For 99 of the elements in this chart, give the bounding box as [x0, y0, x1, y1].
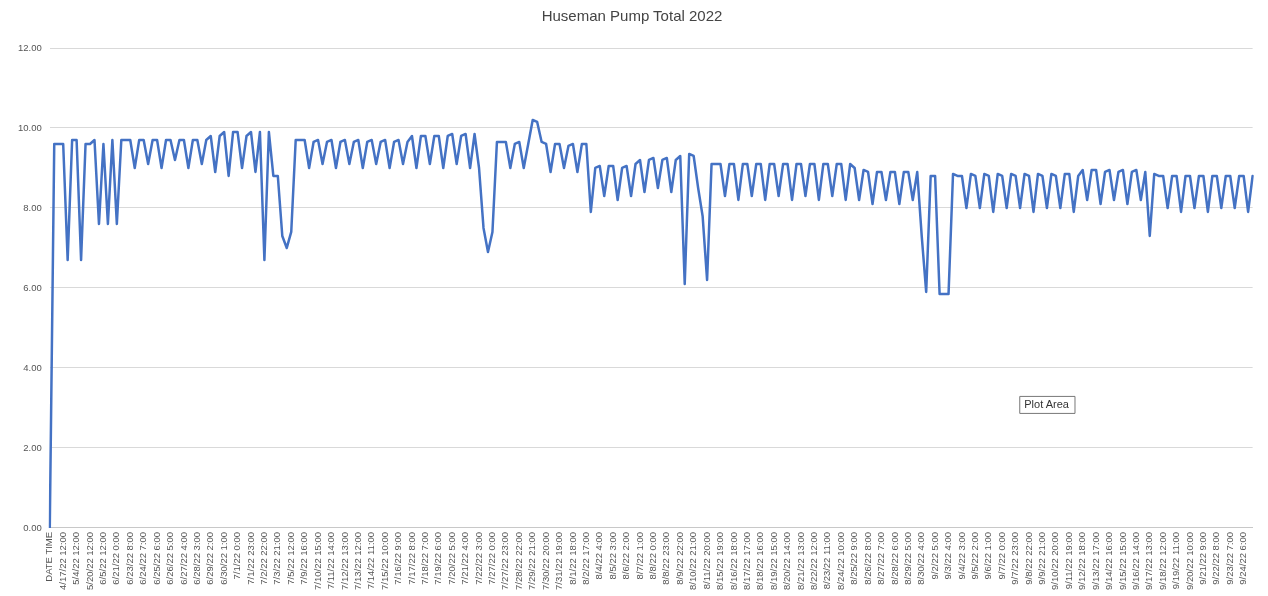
x-tick-label: 6/28/22 3:00 — [190, 531, 202, 585]
x-tick-label: 8/27/22 7:00 — [875, 531, 887, 585]
x-tick-label: 7/10/22 15:00 — [311, 531, 323, 590]
x-tick-label: 7/30/22 20:00 — [539, 531, 551, 590]
x-tick-label: 9/10/22 20:00 — [1049, 531, 1061, 590]
x-tick-label: 8/9/22 22:00 — [673, 531, 685, 585]
x-tick-label: 7/1/22 23:00 — [244, 531, 256, 585]
x-tick-label: 7/19/22 6:00 — [432, 531, 444, 585]
x-tick-label: 7/18/22 7:00 — [419, 531, 430, 585]
x-tick-label: 8/22/22 12:00 — [808, 531, 820, 590]
y-tick-label: 4.00 — [23, 361, 42, 373]
y-tick-label: 2.00 — [23, 441, 42, 453]
x-tick-label: 8/18/22 16:00 — [754, 531, 766, 590]
x-tick-label: 8/20/22 14:00 — [781, 531, 793, 590]
x-tick-label: 9/17/22 13:00 — [1143, 531, 1155, 590]
x-tick-label: 6/29/22 2:00 — [204, 531, 216, 585]
x-tick-label: 8/29/22 5:00 — [901, 531, 913, 585]
x-tick-label: 7/20/22 5:00 — [445, 531, 457, 585]
x-tick-label: 9/7/22 0:00 — [995, 531, 1007, 580]
x-tick-label: 8/6/22 2:00 — [620, 531, 632, 580]
x-tick-label: 8/17/22 17:00 — [740, 531, 752, 590]
x-tick-label: 8/8/22 0:00 — [647, 531, 659, 580]
x-tick-label: 7/13/22 12:00 — [351, 531, 363, 590]
x-tick-label: 7/27/22 23:00 — [499, 531, 511, 590]
x-tick-label: 7/16/22 9:00 — [392, 531, 404, 585]
x-tick-label: 5/4/22 12:00 — [70, 531, 82, 585]
x-tick-label: 6/26/22 5:00 — [164, 531, 176, 585]
x-tick-label: 7/9/22 16:00 — [298, 531, 310, 585]
x-tick-label: 8/2/22 17:00 — [579, 531, 591, 585]
x-tick-label: 6/27/22 4:00 — [177, 531, 189, 585]
x-tick-label: 8/19/22 15:00 — [767, 531, 779, 590]
x-tick-label: 9/24/22 6:00 — [1237, 531, 1249, 585]
x-tick-label: 7/14/22 11:00 — [365, 531, 377, 590]
x-tick-label: 9/18/22 12:00 — [1156, 531, 1168, 590]
x-tick-label: 9/12/22 18:00 — [1076, 531, 1088, 590]
x-tick-label: 8/16/22 18:00 — [727, 531, 739, 590]
x-tick-label: 8/21/22 13:00 — [794, 531, 806, 590]
x-tick-label: 9/4/22 3:00 — [955, 531, 967, 580]
x-tick-label: 8/24/22 10:00 — [834, 531, 846, 590]
x-tick-label: 7/3/22 21:00 — [271, 531, 283, 585]
annotation: Plot Area — [1024, 397, 1070, 410]
x-tick-label: 8/10/22 21:00 — [687, 531, 699, 590]
y-tick-label: 8.00 — [23, 201, 42, 213]
x-tick-label: 7/2/22 22:00 — [258, 531, 270, 585]
x-tick-label: 8/15/22 19:00 — [714, 531, 726, 590]
x-tick-label: 8/4/22 4:00 — [593, 531, 605, 580]
x-tick-label: 9/20/22 10:00 — [1183, 531, 1195, 590]
x-tick-label: 9/16/22 14:00 — [1129, 531, 1141, 590]
chart-title: Huseman Pump Total 2022 — [541, 7, 723, 25]
x-tick-label: 8/25/22 9:00 — [848, 531, 860, 585]
y-tick-label: 10.00 — [17, 121, 42, 133]
x-tick-label: 7/5/22 12:00 — [284, 531, 296, 585]
x-tick-label: 8/8/22 23:00 — [660, 531, 672, 585]
x-tick-label: 5/20/22 12:00 — [83, 531, 95, 590]
x-tick-label: 4/17/22 12:00 — [56, 531, 68, 590]
x-tick-label: 9/23/22 7:00 — [1223, 531, 1235, 585]
x-tick-label: 7/31/22 19:00 — [553, 531, 565, 590]
x-tick-label: 9/13/22 17:00 — [1089, 531, 1101, 590]
y-tick-label: 12.00 — [17, 41, 42, 53]
x-tick-label: 8/5/22 3:00 — [606, 531, 618, 580]
x-tick-label: 7/27/22 0:00 — [486, 531, 498, 585]
x-tick-label: 9/2/22 5:00 — [928, 531, 940, 580]
x-tick-label: 9/3/22 4:00 — [942, 531, 954, 580]
x-tick-label: 7/17/22 8:00 — [405, 531, 417, 585]
x-tick-label: 8/30/22 4:00 — [915, 531, 927, 585]
x-tick-label: 8/11/22 20:00 — [700, 531, 712, 590]
x-tick-label: 7/15/22 10:00 — [378, 531, 390, 590]
x-tick-label: 6/21/22 0:00 — [110, 531, 122, 585]
x-tick-label: 7/12/22 13:00 — [338, 531, 350, 590]
x-tick-label: 9/22/22 8:00 — [1210, 531, 1222, 585]
x-tick-label: 9/9/22 21:00 — [1036, 531, 1048, 585]
x-tick-label: 7/1/22 0:00 — [231, 531, 243, 580]
y-tick-label: 6.00 — [23, 281, 42, 293]
x-tick-label: 9/15/22 15:00 — [1116, 531, 1128, 590]
x-tick-label: 6/24/22 7:00 — [137, 531, 149, 585]
x-tick-label: 8/7/22 1:00 — [633, 531, 645, 580]
x-tick-label: 8/28/22 6:00 — [888, 531, 900, 585]
x-tick-label: 9/21/22 9:00 — [1197, 531, 1209, 585]
x-tick-label: 9/7/22 23:00 — [1009, 531, 1021, 585]
x-tick-label: 9/19/22 11:00 — [1170, 531, 1182, 590]
y-tick-label: 0.00 — [23, 521, 42, 533]
x-tick-label: 9/6/22 1:00 — [982, 531, 994, 580]
x-tick-label: 7/21/22 4:00 — [459, 531, 471, 585]
x-tick-label: 9/8/22 22:00 — [1022, 531, 1034, 585]
x-tick-label: 6/30/22 1:00 — [217, 531, 229, 585]
x-tick-label: 6/23/22 8:00 — [123, 531, 135, 585]
x-tick-label: 7/29/22 21:00 — [526, 531, 538, 590]
x-tick-label: 7/28/22 22:00 — [512, 531, 524, 590]
x-tick-label: 9/5/22 2:00 — [968, 531, 980, 580]
x-tick-label: 8/26/22 8:00 — [861, 531, 873, 585]
x-tick-label: 6/25/22 6:00 — [150, 531, 162, 585]
x-tick-label: 8/1/22 18:00 — [566, 531, 578, 585]
x-tick-label: 6/5/22 12:00 — [97, 531, 109, 585]
x-tick-label: 9/11/22 19:00 — [1062, 531, 1074, 590]
x-tick-label: 9/14/22 16:00 — [1103, 531, 1115, 590]
x-tick-label: DATE TIME — [43, 531, 55, 582]
x-tick-label: 7/22/22 3:00 — [472, 531, 484, 585]
x-tick-label: 7/11/22 14:00 — [325, 531, 337, 590]
x-tick-label: 8/23/22 11:00 — [821, 531, 833, 590]
